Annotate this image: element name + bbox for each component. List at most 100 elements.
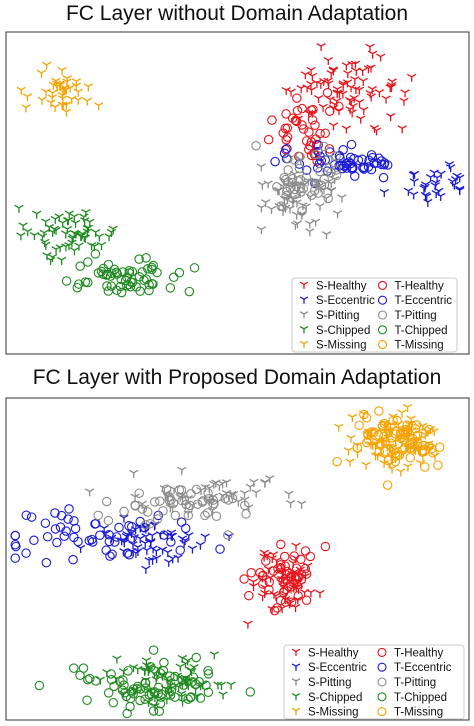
target-point-t-pitting xyxy=(283,165,293,175)
source-point-s-healthy xyxy=(350,76,360,85)
target-point-t-healthy xyxy=(320,128,330,139)
target-point-t-eccentric xyxy=(372,158,382,168)
source-point-s-pitting xyxy=(332,210,343,219)
source-point-s-healthy xyxy=(338,90,348,99)
target-point-t-missing xyxy=(354,420,364,431)
source-point-s-chipped xyxy=(81,208,91,218)
target-point-t-chipped xyxy=(165,283,176,293)
source-point-s-pitting xyxy=(251,489,261,498)
target-point-t-pitting xyxy=(309,185,320,196)
target-point-t-eccentric xyxy=(359,164,369,174)
legend-marker-s-healthy xyxy=(299,281,309,289)
legend-label-t-chipped: T-Chipped xyxy=(395,325,448,337)
source-point-s-eccentric xyxy=(168,555,178,564)
legend-label-s-pitting: S-Pitting xyxy=(316,310,359,322)
target-point-t-chipped xyxy=(169,272,179,283)
source-point-s-healthy xyxy=(385,113,396,122)
target-point-t-healthy xyxy=(279,586,290,596)
target-point-t-missing xyxy=(388,415,398,426)
source-point-s-missing xyxy=(41,88,51,97)
target-point-t-pitting xyxy=(289,155,300,165)
target-point-t-missing xyxy=(373,430,384,440)
target-point-t-missing xyxy=(375,440,385,450)
legend-label-t-eccentric: T-Eccentric xyxy=(394,662,452,674)
source-point-s-chipped xyxy=(23,228,33,237)
target-point-t-pitting xyxy=(161,484,172,494)
source-point-s-healthy xyxy=(355,115,366,124)
legend-label-t-eccentric: T-Eccentric xyxy=(395,295,453,307)
target-point-t-pitting xyxy=(145,518,155,529)
target-point-t-chipped xyxy=(159,657,169,668)
target-point-t-missing xyxy=(411,420,422,430)
source-point-s-chipped xyxy=(49,225,59,234)
legend-label-t-missing: T-Missing xyxy=(394,707,443,719)
source-point-s-eccentric xyxy=(379,188,389,197)
target-point-t-missing xyxy=(419,446,430,457)
source-point-s-chipped xyxy=(182,657,193,666)
source-point-s-chipped xyxy=(218,691,228,700)
source-point-s-healthy xyxy=(243,620,253,629)
target-point-t-pitting xyxy=(316,180,327,191)
target-point-t-pitting xyxy=(198,496,208,506)
source-point-s-pitting xyxy=(256,163,266,172)
source-point-s-healthy xyxy=(407,73,417,82)
target-point-t-healthy xyxy=(276,539,286,550)
target-point-t-missing xyxy=(380,437,390,447)
target-point-t-eccentric xyxy=(95,530,105,541)
source-point-s-chipped xyxy=(41,241,51,250)
source-point-s-healthy xyxy=(367,50,378,59)
target-point-t-eccentric xyxy=(353,155,364,165)
legend-marker-t-healthy xyxy=(377,280,388,290)
target-point-t-chipped xyxy=(245,687,256,697)
target-point-t-missing xyxy=(405,443,415,454)
target-point-t-chipped xyxy=(123,666,133,676)
source-point-s-missing xyxy=(42,61,52,70)
target-point-t-pitting xyxy=(134,488,144,498)
target-point-t-missing xyxy=(379,418,390,429)
target-point-t-eccentric xyxy=(310,178,320,189)
target-point-t-healthy xyxy=(324,144,335,154)
target-point-t-chipped xyxy=(188,672,199,682)
source-point-s-healthy xyxy=(365,43,375,52)
source-point-s-pitting xyxy=(221,479,232,488)
source-point-s-chipped xyxy=(209,651,219,660)
target-point-t-chipped xyxy=(108,697,119,708)
source-point-s-healthy xyxy=(354,99,365,108)
target-point-t-pitting xyxy=(319,174,329,184)
source-point-s-pitting xyxy=(285,205,295,214)
target-point-t-healthy xyxy=(307,115,318,125)
target-point-t-eccentric xyxy=(122,548,133,559)
source-point-s-missing xyxy=(22,93,33,102)
target-point-t-chipped xyxy=(141,253,151,263)
target-point-t-eccentric xyxy=(10,530,21,541)
target-point-t-healthy xyxy=(301,136,312,146)
target-point-t-missing xyxy=(400,443,410,453)
source-point-s-chipped xyxy=(86,242,97,251)
scatter-points xyxy=(10,403,445,719)
source-point-s-pitting xyxy=(84,488,95,497)
target-point-t-eccentric xyxy=(41,557,52,568)
target-point-t-healthy xyxy=(279,551,290,562)
source-point-s-chipped xyxy=(69,247,80,256)
source-point-s-eccentric xyxy=(445,164,456,173)
target-point-t-eccentric xyxy=(124,549,135,560)
target-point-t-pitting xyxy=(272,182,282,192)
target-point-t-pitting xyxy=(176,485,187,495)
target-point-t-pitting xyxy=(276,201,286,211)
target-point-t-pitting xyxy=(307,190,317,200)
source-point-s-healthy xyxy=(345,96,355,105)
source-point-s-healthy xyxy=(306,66,316,75)
target-point-t-missing xyxy=(420,462,430,472)
target-point-t-chipped xyxy=(125,282,136,292)
target-point-t-missing xyxy=(387,433,397,443)
target-point-t-chipped xyxy=(115,676,125,687)
target-point-t-chipped xyxy=(148,706,159,716)
target-point-t-eccentric xyxy=(26,512,37,522)
source-point-s-chipped xyxy=(41,218,51,227)
legend-label-s-pitting: S-Pitting xyxy=(308,677,351,689)
target-point-t-pitting xyxy=(283,177,294,187)
target-point-t-healthy xyxy=(275,560,286,570)
source-point-s-missing xyxy=(21,104,31,113)
target-point-t-eccentric xyxy=(270,156,280,167)
scatter-panel-without-adaptation: S-Healthy S-Eccentric S-Pitting S-Chipped S-… xyxy=(5,31,470,355)
